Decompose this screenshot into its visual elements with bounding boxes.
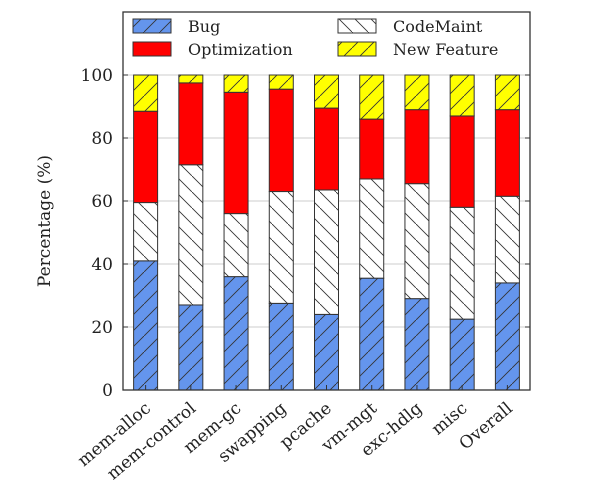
bar-swapping-bug-hatch [269,303,294,390]
bar-mem-control-optimization [178,82,204,166]
bar-swapping-new-feature-hatch [269,75,294,90]
bar-mem-gc-optimization [223,91,249,215]
bar-pcache-optimization [314,107,339,191]
legend-bug-label: Bug [188,17,220,36]
legend-codemaint-swatch-hatch [338,19,376,33]
bar-mem-alloc-bug-hatch [133,260,158,390]
bar-swapping-codemaint-hatch [269,191,294,304]
y-tick-label: 20 [91,318,113,338]
bar-pcache-bug-hatch [314,314,339,390]
bar-exc-hdlg-optimization [404,109,430,185]
y-tick-label: 100 [81,66,113,86]
bar-overall-optimization [494,109,520,197]
bar-mem-gc-codemaint-hatch [224,213,249,277]
legend-new-feature-swatch-hatch [338,42,376,56]
legend-optimization-label: Optimization [188,40,293,59]
y-tick-label: 80 [91,129,113,149]
bar-mem-alloc-optimization [133,110,159,204]
bar-overall-new-feature-hatch [495,75,520,110]
bar-swapping-optimization [268,88,294,193]
bar-misc-new-feature-hatch [450,75,475,116]
bar-vm-mgt-bug-hatch [359,278,384,390]
bar-exc-hdlg-new-feature-hatch [404,75,429,110]
bar-pcache-new-feature-hatch [314,75,339,109]
y-tick-label: 40 [91,255,113,275]
legend: Bug CodeMaint Optimization New Feature [132,17,498,59]
legend-new-feature-label: New Feature [393,40,498,59]
bar-misc-codemaint-hatch [450,207,475,320]
y-axis-label: Percentage (%) [35,155,55,287]
bar-mem-control-bug-hatch [178,304,203,390]
y-tick-label: 60 [91,192,113,212]
bar-vm-mgt-codemaint-hatch [359,178,384,279]
y-tick-label: 0 [102,381,113,401]
bar-pcache-codemaint-hatch [314,189,339,315]
bar-misc-optimization [449,115,475,208]
bar-misc-bug-hatch [450,319,475,390]
bar-mem-alloc-new-feature-hatch [133,75,158,112]
bar-exc-hdlg-bug-hatch [404,298,429,390]
bar-mem-gc-bug-hatch [224,276,249,390]
legend-bug-swatch-hatch [133,19,171,33]
bar-mem-alloc-codemaint-hatch [133,202,158,261]
legend-optimization-swatch [132,41,172,57]
bar-exc-hdlg-codemaint-hatch [404,183,429,299]
bar-vm-mgt-optimization [359,118,385,180]
bar-mem-control-codemaint-hatch [178,164,203,305]
bar-overall-codemaint-hatch [495,196,520,283]
bar-mem-control-new-feature-hatch [178,75,203,83]
bar-vm-mgt-new-feature-hatch [359,75,384,120]
legend-codemaint-label: CodeMaint [393,17,483,36]
bar-overall-bug-hatch [495,282,520,390]
bar-mem-gc-new-feature-hatch [224,75,249,93]
